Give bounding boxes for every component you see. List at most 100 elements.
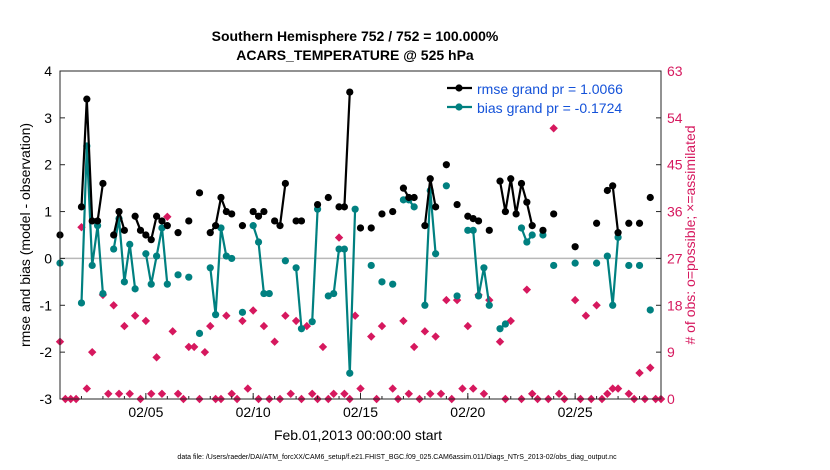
obs-assimilated-marker — [82, 384, 92, 393]
bias-point — [367, 261, 375, 270]
bias-point — [174, 271, 182, 279]
y-right-tick-label: 54 — [667, 110, 683, 126]
legend-bias-marker — [455, 103, 463, 111]
obs-assimilated-marker — [356, 384, 365, 393]
obs-assimilated-marker — [458, 384, 467, 393]
rmse-point — [625, 219, 633, 227]
bias-point — [453, 292, 461, 300]
bias-point — [480, 264, 488, 272]
obs-assimilated-marker — [147, 389, 156, 398]
bias-line — [295, 267, 303, 329]
bias-point — [88, 261, 96, 270]
obs-assimilated-marker — [281, 311, 290, 320]
obs-assimilated-marker — [243, 384, 253, 393]
rmse-point — [614, 229, 622, 237]
plot-area — [55, 88, 666, 404]
obs-assimilated-marker — [603, 389, 612, 398]
rmse-point — [378, 210, 386, 218]
rmse-point — [260, 207, 268, 216]
rmse-point — [356, 224, 365, 232]
footnote: data file: /Users/raeder/DAI/ATM_forcXX/… — [177, 454, 617, 461]
obs-assimilated-marker — [635, 368, 644, 378]
rmse-point — [442, 161, 450, 169]
bias-point — [550, 261, 558, 270]
rmse-point — [453, 200, 461, 209]
obs-assimilated-marker — [463, 321, 473, 331]
x-tick-label: 02/15 — [343, 404, 378, 420]
bias-point — [292, 264, 300, 272]
rmse-point — [635, 219, 644, 227]
rmse-point — [110, 231, 118, 239]
obs-assimilated-marker — [350, 311, 360, 320]
obs-assimilated-marker — [388, 384, 397, 393]
obs-assimilated-marker — [404, 389, 413, 398]
legend-bias-label: bias grand pr = -0.1724 — [477, 100, 622, 116]
obs-assimilated-marker — [495, 337, 505, 346]
bias-point — [163, 280, 171, 288]
y-tick-label: 1 — [44, 204, 52, 220]
rmse-point — [131, 212, 139, 220]
obs-assimilated-marker — [222, 311, 231, 320]
rmse-point — [485, 226, 493, 234]
rmse-point — [603, 186, 611, 195]
obs-assimilated-marker — [334, 233, 344, 242]
rmse-point — [115, 207, 123, 216]
y-tick-label: -1 — [40, 297, 53, 313]
obs-assimilated-marker — [431, 332, 440, 341]
bias-point — [399, 196, 408, 204]
obs-assimilated-marker — [206, 321, 215, 331]
bias-point — [142, 250, 150, 258]
bias-point — [185, 273, 193, 281]
bias-point — [330, 289, 338, 298]
rmse-point — [297, 217, 306, 225]
bias-point — [152, 252, 161, 260]
bias-point — [335, 245, 343, 253]
obs-assimilated-marker — [522, 285, 532, 294]
bias-point — [212, 311, 220, 319]
rmse-point — [550, 210, 558, 218]
y-tick-label: -2 — [40, 344, 53, 360]
obs-assimilated-marker — [367, 332, 376, 341]
obs-assimilated-marker — [581, 311, 591, 320]
rmse-point — [469, 215, 477, 223]
bias-point — [217, 224, 225, 232]
rmse-point — [249, 207, 257, 216]
bias-point — [603, 252, 611, 260]
rmse-point — [276, 222, 284, 230]
obs-assimilated-marker — [479, 389, 489, 398]
obs-assimilated-marker — [286, 389, 295, 398]
obs-assimilated-marker — [613, 384, 623, 393]
plot-frame — [59, 70, 662, 400]
y-right-tick-label: 63 — [667, 63, 683, 79]
y-right-tick-label: 36 — [667, 204, 683, 220]
rmse-point — [426, 175, 434, 183]
rmse-point — [163, 222, 171, 230]
bias-point — [635, 261, 644, 270]
bias-point — [77, 299, 86, 307]
bias-point — [249, 222, 257, 230]
obs-assimilated-marker — [329, 389, 338, 398]
rmse-point — [185, 217, 193, 225]
obs-assimilated-marker — [109, 301, 118, 310]
obs-assimilated-marker — [125, 389, 134, 398]
x-tick-label: 02/10 — [236, 404, 271, 420]
rmse-point — [217, 193, 225, 202]
bias-point — [254, 238, 263, 246]
rmse-point — [136, 226, 145, 234]
obs-assimilated-marker — [248, 306, 258, 315]
bias-point — [469, 226, 477, 234]
rmse-point — [228, 210, 236, 218]
obs-assimilated-marker — [163, 212, 172, 221]
obs-assimilated-marker — [184, 342, 193, 352]
rmse-point — [539, 226, 547, 234]
bias-line — [311, 209, 319, 322]
obs-assimilated-marker — [291, 316, 301, 326]
legend-rmse-marker — [455, 84, 463, 92]
rmse-line — [339, 92, 351, 208]
y-tick-label: 0 — [44, 250, 52, 266]
obs-assimilated-marker — [646, 363, 655, 372]
obs-assimilated-marker — [624, 389, 634, 398]
obs-assimilated-marker — [528, 389, 537, 398]
bias-point — [222, 252, 230, 260]
rmse-point — [147, 236, 155, 244]
